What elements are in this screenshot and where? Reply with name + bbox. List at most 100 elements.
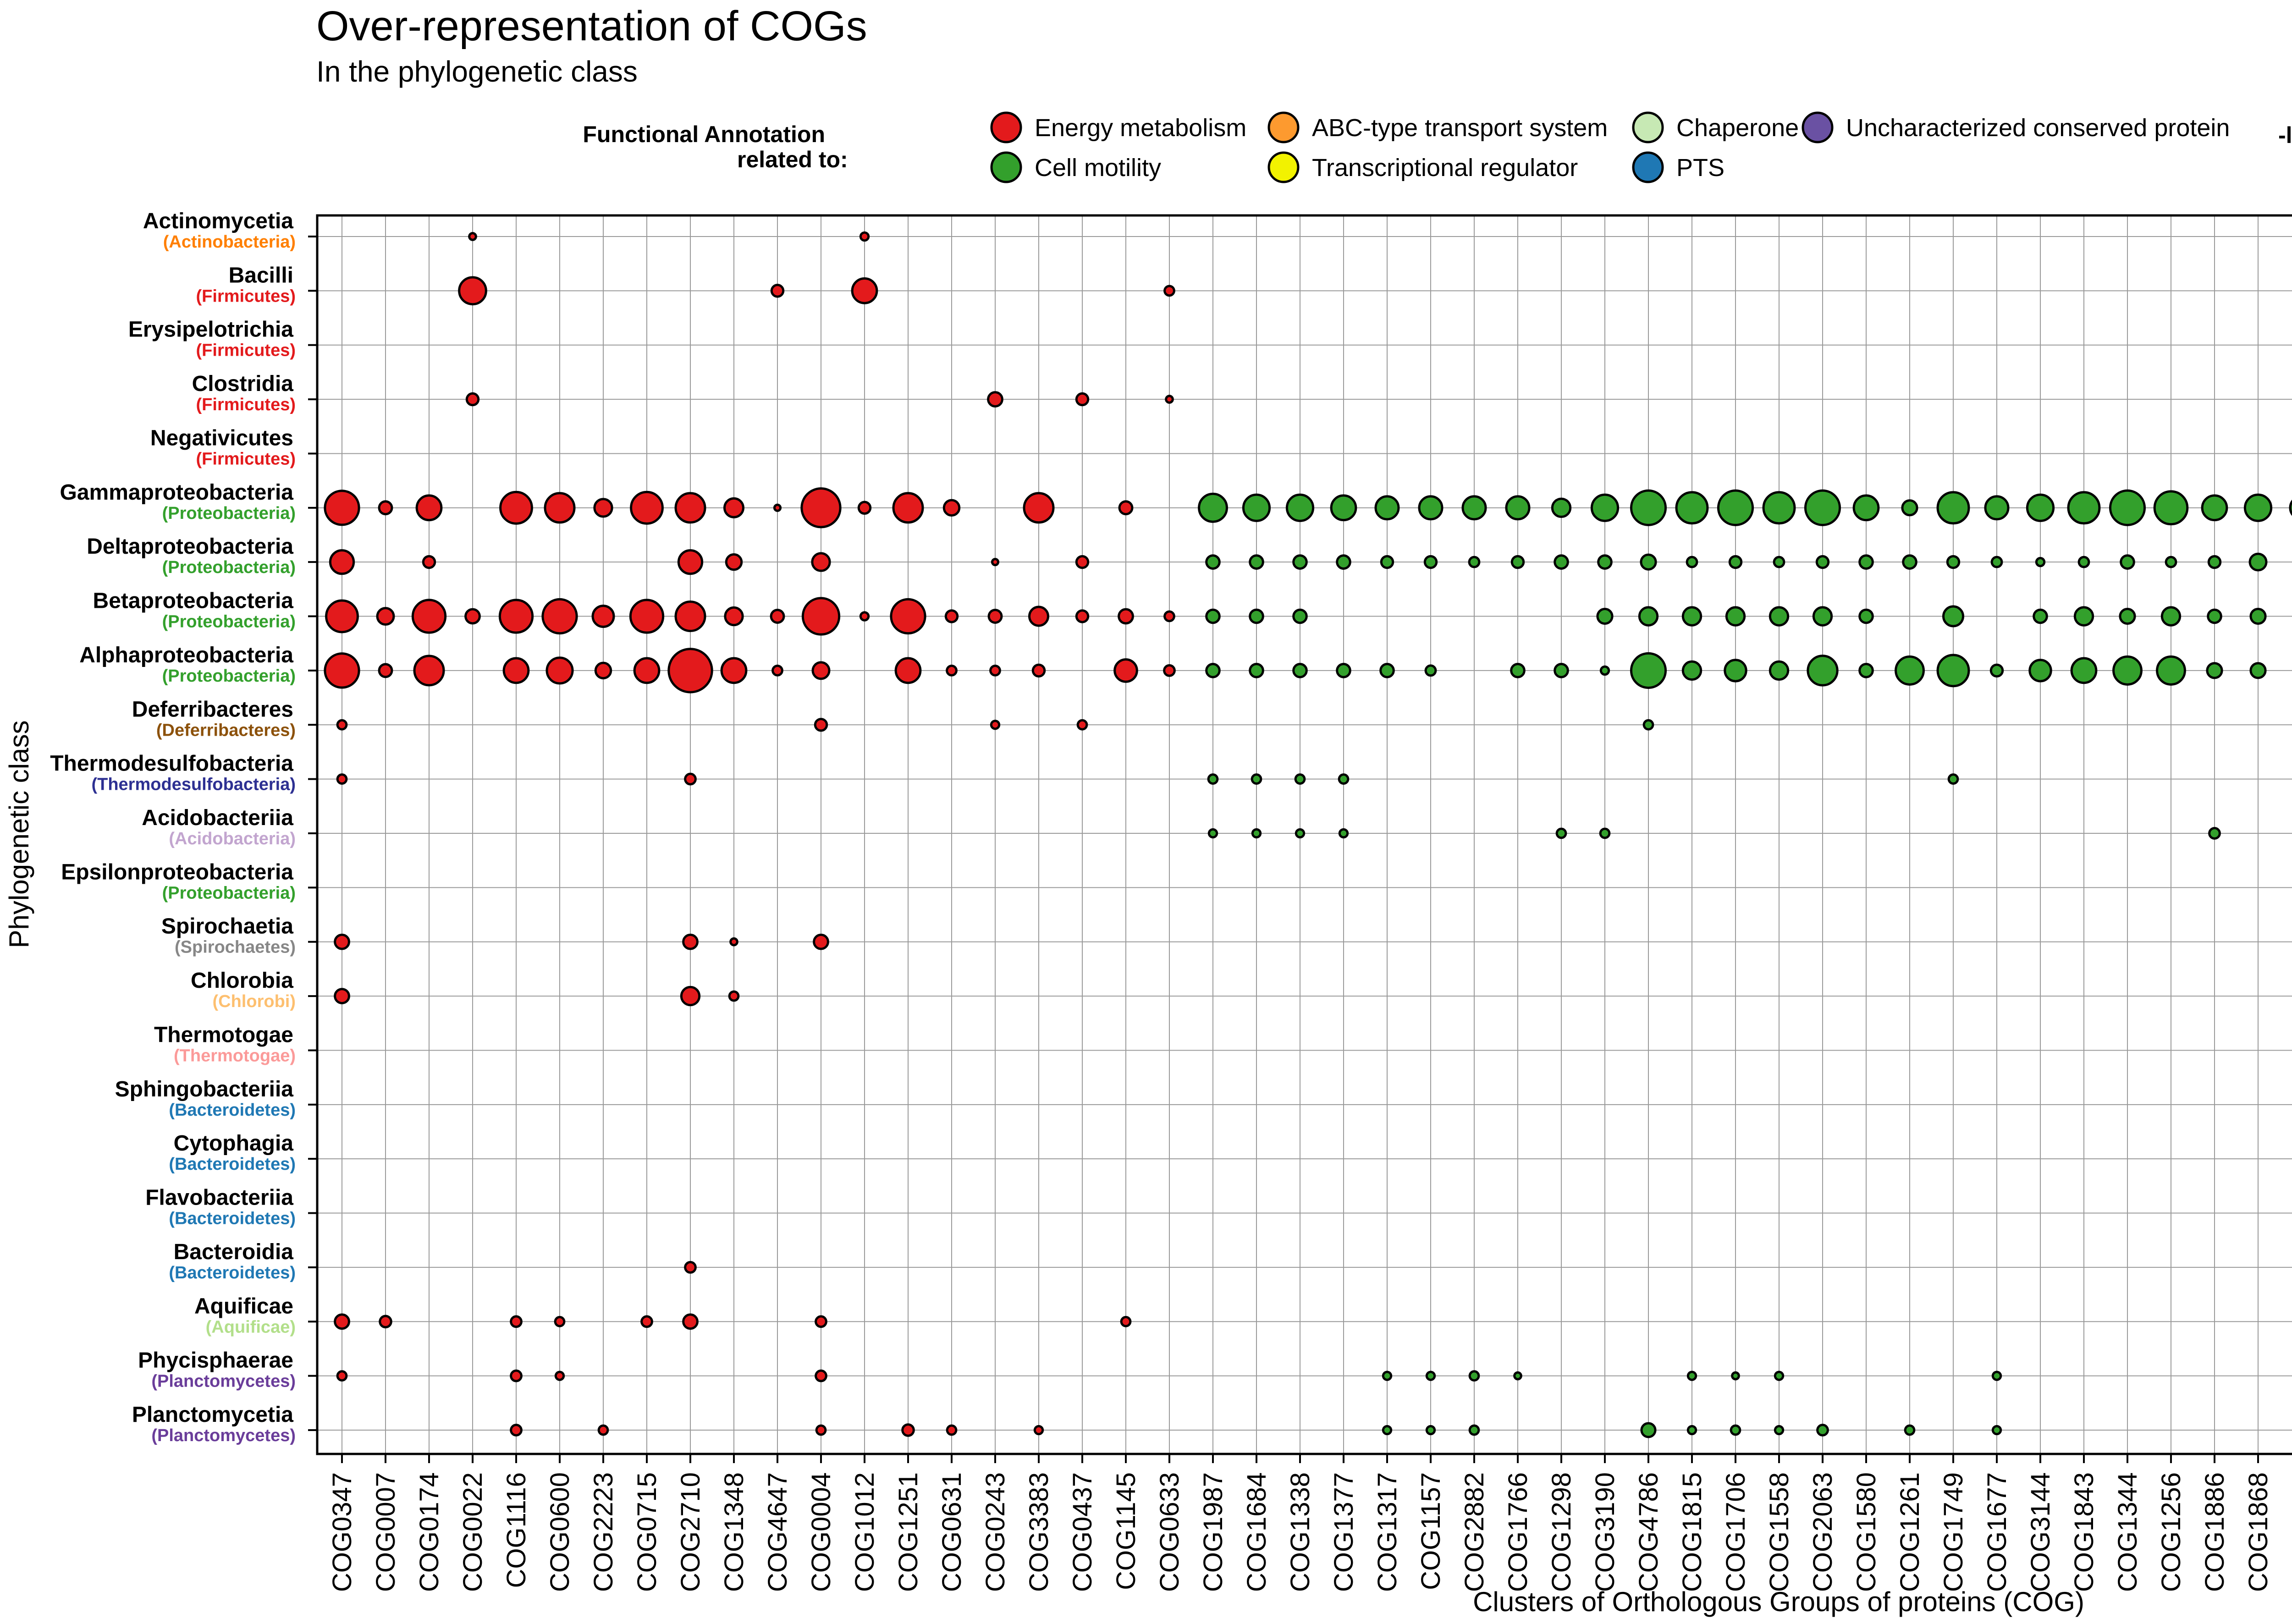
- y-tick-label-phylum: (Bacteroidetes): [169, 1209, 296, 1228]
- y-tick-label-phylum: (Bacteroidetes): [169, 1155, 296, 1174]
- bubble-thermodesulfobacteria-cog1338: [1294, 773, 1306, 785]
- bubble-phycisphaerae-cog0347: [336, 1370, 348, 1382]
- x-tick-label: COG1157: [1416, 1472, 1446, 1590]
- y-tick-label-class: Betaproteobacteria: [93, 589, 294, 613]
- y-tick-label-class: Sphingobacteriia: [115, 1077, 294, 1101]
- bubble-deltaproteobacteria-cog2063: [1815, 555, 1830, 569]
- bubble-thermodesulfobacteria-cog2710: [684, 772, 697, 786]
- bubble-alphaproteobacteria-cog3190: [1599, 665, 1610, 676]
- legend-label-chaperone: Chaperone: [1676, 114, 1799, 142]
- bubble-alphaproteobacteria-cog1344: [2112, 655, 2143, 686]
- x-tick-label: COG1317: [1372, 1472, 1402, 1592]
- bubble-thermodesulfobacteria-cog1377: [1338, 773, 1350, 785]
- bubble-betaproteobacteria-cog0004: [801, 597, 841, 636]
- bubble-deltaproteobacteria-cog1706: [1728, 555, 1743, 569]
- bubble-alphaproteobacteria-cog1558: [1769, 660, 1790, 681]
- bubble-betaproteobacteria-cog1987: [1205, 608, 1221, 624]
- y-tick-label-class: Acidobacteriia: [142, 806, 293, 830]
- bubble-betaproteobacteria-cog1116: [498, 599, 534, 634]
- x-tick-label: COG2063: [1808, 1472, 1838, 1592]
- bubble-acidobacteriia-cog1298: [1555, 827, 1567, 839]
- bubble-planctomycetia-cog2063: [1816, 1424, 1829, 1437]
- bubble-deltaproteobacteria-cog1886: [2207, 555, 2222, 569]
- bubble-gammaproteobacteria-cog1317: [1374, 495, 1400, 521]
- bubble-gammaproteobacteria-cog4786: [1630, 489, 1667, 526]
- x-tick-label: COG1558: [1764, 1472, 1794, 1592]
- bubble-deltaproteobacteria-cog1766: [1510, 555, 1525, 569]
- bubble-deltaproteobacteria-cog1684: [1249, 554, 1264, 570]
- bubble-aquificae-cog1145: [1120, 1316, 1132, 1327]
- bubble-chlorobia-cog1348: [728, 990, 740, 1002]
- x-tick-label: COG1580: [1851, 1472, 1881, 1592]
- bubble-planctomycetia-cog1261: [1904, 1424, 1916, 1436]
- x-tick-label: COG0715: [632, 1472, 662, 1592]
- bubble-chlorobia-cog0347: [334, 988, 350, 1004]
- color-legend: Functional Annotation related to: Energy…: [583, 111, 2230, 183]
- x-tick-label: COG1684: [1242, 1472, 1272, 1592]
- bubble-planctomycetia-cog0631: [946, 1424, 958, 1436]
- x-tick-label: COG1868: [2243, 1472, 2273, 1592]
- x-tick-label: COG1815: [1677, 1472, 1707, 1592]
- bubble-alphaproteobacteria-cog1749: [1936, 654, 1970, 688]
- bubble-betaproteobacteria-cog2223: [591, 605, 615, 628]
- bubble-betaproteobacteria-cog1580: [1858, 608, 1874, 624]
- bubble-betaproteobacteria-cog0633: [1163, 610, 1175, 622]
- y-tick-label-class: Bacteroidia: [174, 1240, 294, 1264]
- bubble-gammaproteobacteria-cog1987: [1198, 492, 1228, 523]
- bubble-thermodesulfobacteria-cog1749: [1947, 773, 1959, 785]
- bubble-planctomycetia-cog1317: [1382, 1425, 1393, 1436]
- chart-subtitle: In the phylogenetic class: [316, 55, 638, 88]
- legend-label-abc: ABC-type transport system: [1312, 114, 1608, 142]
- x-tick-label: COG0243: [981, 1472, 1010, 1592]
- y-tick-label-class: Actinomycetia: [143, 209, 293, 233]
- y-tick-label-phylum: (Spirochaetes): [175, 938, 296, 957]
- bubble-bacilli-cog0022: [458, 276, 487, 306]
- bubble-alphaproteobacteria-cog1815: [1681, 660, 1702, 681]
- y-tick-label-phylum: (Firmicutes): [196, 395, 296, 414]
- y-tick-label-class: Aquificae: [194, 1294, 293, 1318]
- x-tick-label: COG1677: [1982, 1472, 2012, 1592]
- y-tick-label-class: Phycisphaerae: [138, 1349, 293, 1373]
- x-tick-label: COG0022: [458, 1472, 488, 1592]
- bubble-planctomycetia-cog2223: [597, 1424, 609, 1436]
- bubble-gammaproteobacteria-cog0347: [324, 490, 360, 526]
- bubble-gammaproteobacteria-cog2223: [593, 498, 613, 518]
- x-tick-label: COG1261: [1895, 1472, 1925, 1592]
- bubble-deltaproteobacteria-cog1749: [1946, 555, 1961, 569]
- bubble-planctomycetia-cog1116: [510, 1424, 523, 1437]
- bubble-aquificae-cog0004: [815, 1315, 827, 1328]
- y-tick-label-phylum: (Bacteroidetes): [169, 1101, 296, 1120]
- bubble-planctomycetia-cog3383: [1033, 1425, 1044, 1436]
- bubble-phycisphaerae-cog1677: [1991, 1371, 2002, 1381]
- bubble-betaproteobacteria-cog1251: [890, 598, 926, 635]
- bubble-gammaproteobacteria-cog1012: [857, 501, 872, 515]
- bubble-deltaproteobacteria-cog1261: [1902, 554, 1917, 570]
- size-legend: -log[dhyper] 50100150200: [2278, 122, 2292, 148]
- y-tick-label-phylum: (Planctomycetes): [151, 1426, 296, 1445]
- legend-key-abc: [1267, 111, 1300, 143]
- y-tick-label-class: Chlorobia: [191, 969, 293, 993]
- bubble-deltaproteobacteria-cog0437: [1075, 555, 1090, 569]
- bubble-acidobacteriia-cog1684: [1251, 828, 1262, 839]
- x-tick-label: COG0600: [545, 1472, 575, 1592]
- bubble-alphaproteobacteria-cog0174: [413, 655, 445, 687]
- bubble-phycisphaerae-cog1116: [510, 1369, 523, 1382]
- bubble-gammaproteobacteria-cog0600: [544, 492, 576, 524]
- legend-label-unchar: Uncharacterized conserved protein: [1846, 114, 2230, 142]
- bubble-gammaproteobacteria-cog1145: [1118, 500, 1134, 516]
- bubble-gammaproteobacteria-cog1868: [2243, 493, 2273, 522]
- bubble-alphaproteobacteria-cog0243: [989, 665, 1001, 677]
- x-tick-label: COG1348: [719, 1472, 749, 1592]
- bubble-deltaproteobacteria-cog2882: [1468, 556, 1481, 568]
- x-tick-label: COG2882: [1460, 1472, 1489, 1592]
- bubble-alphaproteobacteria-cog0004: [811, 661, 831, 680]
- x-tick-label: COG0633: [1155, 1472, 1185, 1592]
- bubble-alphaproteobacteria-cog0715: [633, 657, 661, 684]
- bubble-gammaproteobacteria-cog0004: [800, 487, 842, 528]
- y-tick-label-class: Planctomycetia: [132, 1403, 293, 1427]
- bubble-planctomycetia-cog1558: [1774, 1425, 1785, 1436]
- bubble-betaproteobacteria-cog2063: [1812, 606, 1833, 627]
- bubble-alphaproteobacteria-cog1706: [1724, 659, 1747, 683]
- y-axis-labels: Actinomycetia(Actinobacteria)Bacilli(Fir…: [50, 209, 317, 1445]
- color-legend-title-line2: related to:: [737, 147, 848, 172]
